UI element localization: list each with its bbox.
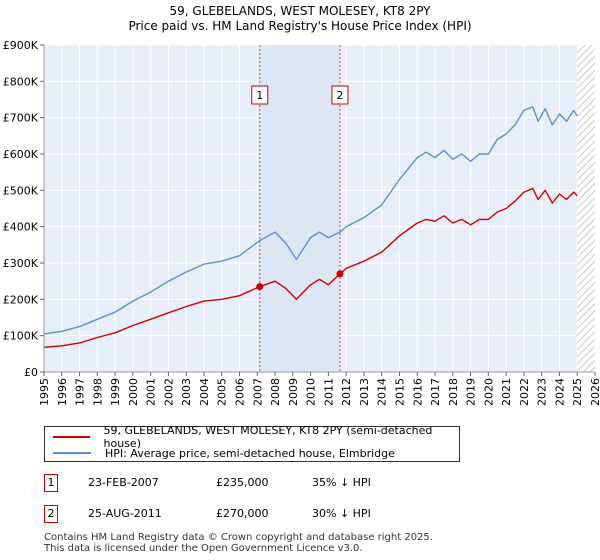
legend-label-property: 59, GLEBELANDS, WEST MOLESEY, KT8 2PY (s… <box>103 424 433 450</box>
sale-point <box>256 283 264 291</box>
x-tick-label: 2004 <box>198 378 211 406</box>
footer: Contains HM Land Registry data © Crown c… <box>44 532 433 554</box>
x-tick-label: 2005 <box>216 378 229 406</box>
sale-annotation-box <box>331 85 349 105</box>
legend-label-hpi: HPI: Average price, semi-detached house,… <box>105 446 395 460</box>
x-tick-label: 1999 <box>109 378 122 406</box>
x-tick-label: 2010 <box>305 378 318 406</box>
y-tick-label: £400K <box>3 221 39 234</box>
y-tick-label: £700K <box>3 112 39 125</box>
legend-swatch-hpi <box>53 452 91 454</box>
sale-annotation-label: 2 <box>336 89 343 102</box>
legend-item-property: 59, GLEBELANDS, WEST MOLESEY, KT8 2PY (s… <box>53 424 459 450</box>
x-tick-label: 2023 <box>536 378 549 406</box>
y-tick-label: £900K <box>3 39 39 52</box>
sale-annotation-label: 1 <box>256 89 263 102</box>
x-tick-label: 2001 <box>145 378 158 406</box>
price-chart: 1 2 £0 £100K £200K £300K £400K £500K £600K £700K… <box>3 39 600 406</box>
hpi-series-line <box>43 106 578 335</box>
y-tick-label: £500K <box>3 184 39 197</box>
x-tick-label: 1995 <box>38 378 51 406</box>
transaction-number-badge: 1 <box>44 474 58 492</box>
x-tick-label: 2009 <box>287 378 300 406</box>
transaction-price: £270,000 <box>216 507 269 520</box>
transaction-hpi-diff: 35% ↓ HPI <box>312 476 371 489</box>
x-tick-label: 2007 <box>251 378 264 406</box>
x-tick-label: 2003 <box>180 378 193 406</box>
sale-point <box>336 270 344 278</box>
x-tick-label: 2017 <box>429 378 442 406</box>
x-tick-label: 2014 <box>376 378 389 406</box>
y-tick-label: £0 <box>24 366 38 379</box>
x-tick-label: 2016 <box>411 378 424 406</box>
x-tick-label: 2015 <box>393 378 406 406</box>
x-tick-label: 2002 <box>162 378 175 406</box>
x-tick-label: 2008 <box>269 378 282 406</box>
sale-annotation-box <box>251 85 269 105</box>
x-tick-label: 2006 <box>234 378 247 406</box>
x-tick-label: 2013 <box>358 378 371 406</box>
forecast-hatch-region <box>577 45 595 372</box>
legend-item-hpi: HPI: Average price, semi-detached house,… <box>53 445 395 461</box>
y-tick-label: £600K <box>3 148 39 161</box>
x-tick-label: 2012 <box>340 378 353 406</box>
y-tick-label: £800K <box>3 75 39 88</box>
x-tick-label: 2021 <box>500 378 513 406</box>
purchase-period-shade <box>259 45 340 372</box>
x-tick-label: 2000 <box>127 378 140 406</box>
transaction-price: £235,000 <box>216 476 269 489</box>
x-tick-label: 1997 <box>74 378 87 406</box>
y-tick-label: £300K <box>3 257 39 270</box>
x-tick-label: 2020 <box>482 378 495 406</box>
transaction-date: 23-FEB-2007 <box>88 476 159 489</box>
x-tick-label: 2018 <box>447 378 460 406</box>
chart-title-line2: Price paid vs. HM Land Registry's House … <box>128 19 472 33</box>
y-tick-label: £200K <box>3 293 39 306</box>
x-tick-label: 2019 <box>465 378 478 406</box>
x-tick-label: 2011 <box>322 378 335 406</box>
transaction-number-badge: 2 <box>44 505 58 523</box>
x-tick-label: 2025 <box>571 378 584 406</box>
property-series-line <box>43 187 578 348</box>
transaction-hpi-diff: 30% ↓ HPI <box>312 507 371 520</box>
legend: 59, GLEBELANDS, WEST MOLESEY, KT8 2PY (s… <box>44 424 460 462</box>
x-tick-label: 1996 <box>56 378 69 406</box>
footer-licence: This data is licensed under the Open Gov… <box>44 543 363 554</box>
y-tick-label: £100K <box>3 330 39 343</box>
footer-copyright: Contains HM Land Registry data © Crown c… <box>44 532 433 543</box>
x-tick-label: 2024 <box>553 378 566 406</box>
chart-title-line1: 59, GLEBELANDS, WEST MOLESEY, KT8 2PY <box>169 4 431 18</box>
legend-swatch-property <box>53 436 90 438</box>
transaction-date: 25-AUG-2011 <box>88 507 162 520</box>
x-tick-label: 2022 <box>518 378 531 406</box>
x-tick-label: 2026 <box>589 378 600 406</box>
x-tick-label: 1998 <box>91 378 104 406</box>
